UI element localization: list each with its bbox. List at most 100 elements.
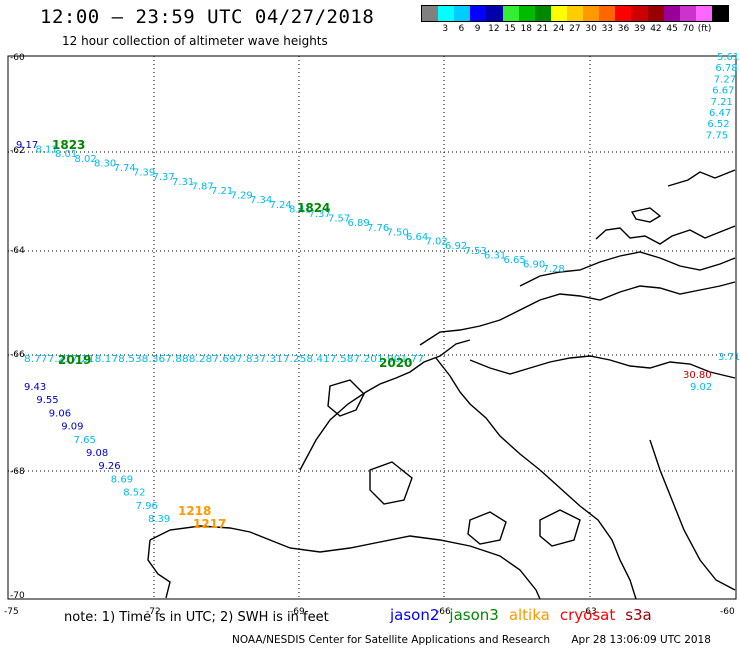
color-swatch xyxy=(502,6,519,21)
scale-label: 21 xyxy=(536,24,549,34)
scale-label: 24 xyxy=(552,24,565,34)
color-swatch xyxy=(550,6,567,21)
wave-height-value: 8.41 xyxy=(289,204,311,215)
color-swatch xyxy=(695,6,712,21)
pass-time-label: 1218 xyxy=(178,504,211,518)
wave-height-value: 7.21 xyxy=(711,97,733,108)
pass-time-label: 1824 xyxy=(297,201,330,215)
wave-height-value: 7.75 xyxy=(706,130,728,141)
pass-time-label: 2019 xyxy=(58,353,91,367)
credit-timestamp: Apr 28 13:06:09 UTC 2018 xyxy=(571,634,711,646)
map-frame xyxy=(7,55,737,600)
color-scale-labels: 3 6 9 12 15 18 21 24 27 30 33 36 39 42 45 70 (ft) xyxy=(421,24,729,36)
scale-label: 70 xyxy=(682,24,695,34)
pass-time-label: 1217 xyxy=(193,517,226,531)
wave-height-value: 7.57 xyxy=(328,214,350,225)
wave-height-value: 6.31 xyxy=(484,250,506,261)
satellite-name: altika xyxy=(508,606,550,624)
wave-height-value: 8.52 xyxy=(123,488,145,499)
pass-time-label: 1823 xyxy=(52,138,85,152)
wave-height-value: 7.37 xyxy=(309,209,331,220)
wave-height-value: 6.65 xyxy=(504,255,526,266)
coastline xyxy=(147,169,736,600)
scale-label: 18 xyxy=(520,24,532,34)
satellite-legend: jason2 jason3 altika cryosat s3a xyxy=(390,606,662,624)
track-horizontal: 8.777.217.218.178.538.367.888.287.697.83… xyxy=(24,354,424,365)
wave-height-value: 7.53 xyxy=(465,246,487,257)
track-horizontal-end: 3.71 xyxy=(718,352,740,363)
scale-label: 12 xyxy=(488,24,500,34)
wave-height-value: 7.34 xyxy=(250,195,272,206)
wave-height-value: 7.76 xyxy=(367,223,389,234)
color-scale-swatches xyxy=(421,5,729,22)
color-swatch xyxy=(631,6,648,21)
wave-height-value: 7.31 xyxy=(172,177,194,188)
wave-height-value: 6.64 xyxy=(406,232,428,243)
track-left-descending: 9.43 9.55 9.06 9.09 7.65 9.08 9.26 8.69 8.52 7.96… xyxy=(24,382,170,525)
scale-label: 36 xyxy=(617,24,630,34)
scale-label: 39 xyxy=(634,24,646,34)
lat-label: -62 xyxy=(10,146,25,156)
track-diagonal: 9.178.118.018.028.307.747.397.377.317.87… xyxy=(16,140,565,275)
wave-height-value: 8.30 xyxy=(94,158,116,169)
wave-height-value: 9.09 xyxy=(61,422,83,433)
wave-height-value: 7.28 xyxy=(543,264,565,275)
scale-label: 3 xyxy=(442,24,449,34)
wave-height-value: 7.74 xyxy=(114,163,136,174)
lat-label: -70 xyxy=(10,591,25,601)
color-swatch xyxy=(615,6,632,21)
color-swatch xyxy=(599,6,616,21)
graticule xyxy=(8,56,736,599)
credit-agency: NOAA/NESDIS Center for Satellite Applica… xyxy=(232,634,550,646)
wave-height-value: 7.87 xyxy=(192,181,214,192)
track-top-right: 5.616.787.276.677.216.476.527.75 xyxy=(706,52,739,141)
wave-height-value: 7.27 xyxy=(714,74,736,85)
wave-height-value: 6.52 xyxy=(707,119,729,130)
footer-note: note: 1) Time is in UTC; 2) SWH is in fe… xyxy=(64,610,329,625)
wave-height-value: 9.43 xyxy=(24,382,46,393)
wave-height-value: 7.37 xyxy=(153,172,175,183)
scale-label: 45 xyxy=(666,24,678,34)
wave-height-value: 7.65 xyxy=(74,435,96,446)
lon-label: -72 xyxy=(146,607,161,617)
color-swatch xyxy=(518,6,535,21)
wave-height-value: 7.39 xyxy=(133,168,155,179)
wave-height-value: 6.90 xyxy=(523,260,545,271)
wave-height-value: 7.96 xyxy=(136,501,158,512)
map-subtitle: 12 hour collection of altimeter wave hei… xyxy=(62,34,328,48)
pass-time-label: 2020 xyxy=(379,356,412,370)
scale-label: 6 xyxy=(458,24,465,34)
map-title: 12:00 – 23:59 UTC 04/27/2018 xyxy=(40,6,375,28)
satellite-name: cryosat xyxy=(559,606,616,624)
color-scale-legend: 3 6 9 12 15 18 21 24 27 30 33 36 39 42 45 70 (ft) xyxy=(421,5,729,36)
wave-height-value: 9.55 xyxy=(36,395,58,406)
color-swatch xyxy=(422,6,439,21)
wave-height-value: 8.01 xyxy=(55,149,77,160)
wave-height-value: 9.17 xyxy=(16,140,38,151)
scale-label: 27 xyxy=(569,24,581,34)
lon-label: -66 xyxy=(436,607,451,617)
lat-label: -60 xyxy=(10,53,25,63)
color-swatch xyxy=(566,6,584,21)
wave-height-value: 6.67 xyxy=(712,86,734,97)
wave-height-value: 7.24 xyxy=(270,200,292,211)
color-swatch xyxy=(647,6,664,21)
scale-label: (ft) xyxy=(697,24,712,34)
wave-height-value: 7.50 xyxy=(387,227,409,238)
lat-label: -68 xyxy=(10,467,25,477)
wave-height-value: 8.02 xyxy=(75,154,97,165)
wave-height-value: 6.78 xyxy=(715,63,737,74)
wave-height-value: 8.11 xyxy=(36,145,58,156)
satellite-name: jason3 xyxy=(449,606,499,624)
wave-height-value: 9.06 xyxy=(49,408,71,419)
satellite-name: s3a xyxy=(625,606,652,624)
color-swatch xyxy=(663,6,680,21)
track-right-value: 9.02 xyxy=(690,382,712,393)
wave-height-value: 7.02 xyxy=(426,237,448,248)
color-swatch xyxy=(486,6,503,21)
color-swatch xyxy=(583,6,600,21)
lon-label: -69 xyxy=(290,607,305,617)
wave-height-value: 9.26 xyxy=(98,461,120,472)
